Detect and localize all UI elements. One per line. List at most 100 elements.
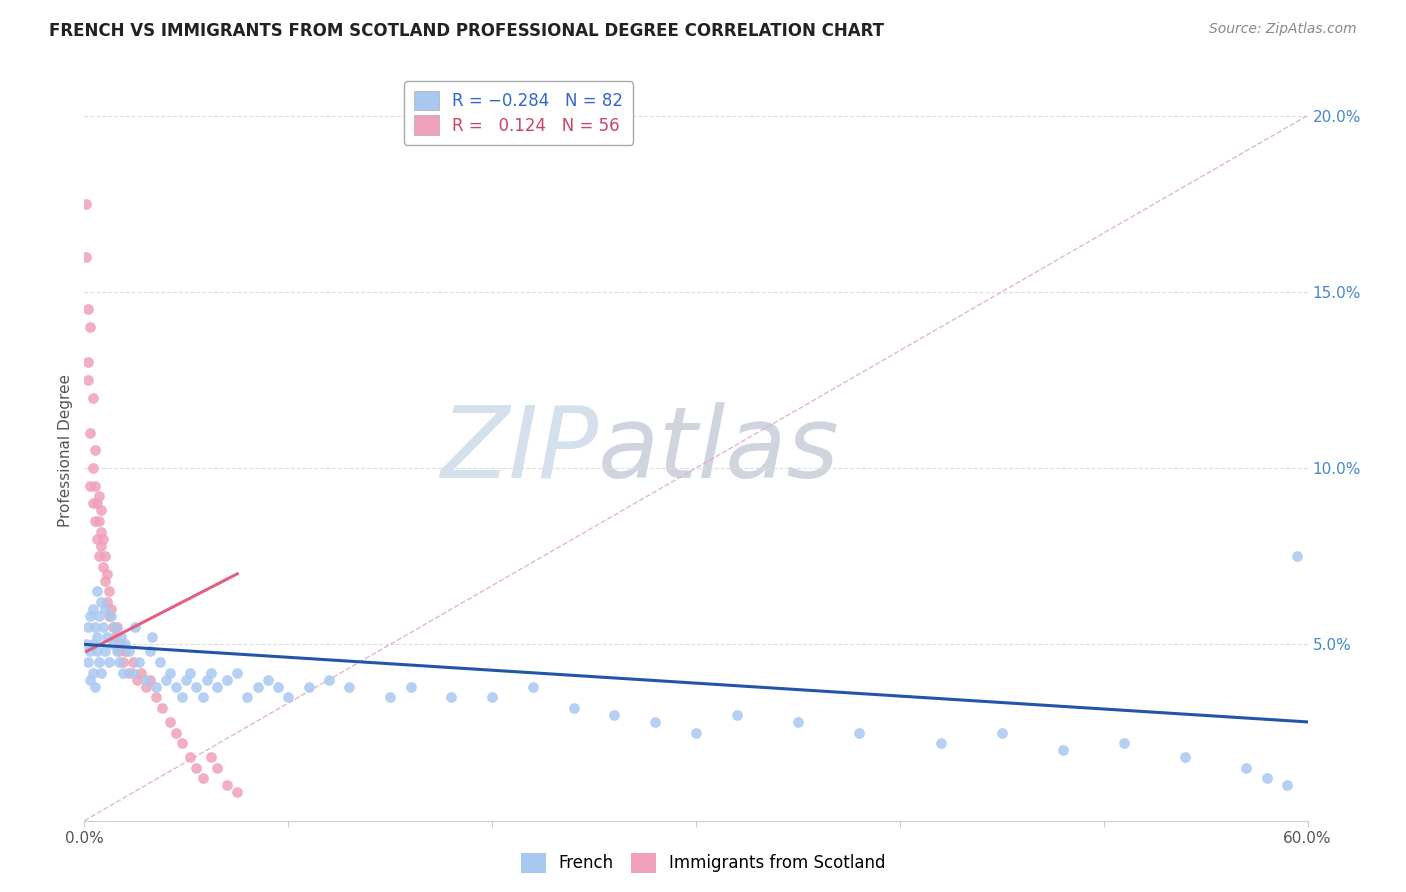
Point xyxy=(191,690,214,705)
Point xyxy=(96,595,118,609)
Point xyxy=(96,630,118,644)
Point xyxy=(100,602,122,616)
Point xyxy=(82,461,104,475)
Point xyxy=(522,680,544,694)
Point xyxy=(685,725,707,739)
Point xyxy=(108,655,131,669)
Point xyxy=(562,701,585,715)
Point xyxy=(1236,761,1258,775)
Point xyxy=(145,690,167,705)
Point xyxy=(165,680,187,694)
Point xyxy=(122,655,145,669)
Point xyxy=(200,750,222,764)
Point xyxy=(93,602,115,616)
Point xyxy=(82,665,104,680)
Point xyxy=(86,584,108,599)
Point xyxy=(174,673,197,687)
Point xyxy=(217,778,239,792)
Point xyxy=(82,602,104,616)
Point xyxy=(82,496,104,510)
Point xyxy=(725,707,748,722)
Point xyxy=(90,665,112,680)
Point xyxy=(77,355,100,369)
Point xyxy=(179,750,201,764)
Point xyxy=(79,425,101,440)
Point xyxy=(90,524,112,539)
Point xyxy=(87,514,110,528)
Point xyxy=(104,620,127,634)
Point xyxy=(93,574,115,588)
Point xyxy=(127,673,149,687)
Point xyxy=(87,655,110,669)
Y-axis label: Professional Degree: Professional Degree xyxy=(58,374,73,527)
Point xyxy=(110,630,132,644)
Point xyxy=(217,673,239,687)
Point xyxy=(165,725,187,739)
Point xyxy=(226,785,249,799)
Point xyxy=(75,250,97,264)
Point xyxy=(141,630,163,644)
Point xyxy=(79,609,101,624)
Legend: French, Immigrants from Scotland: French, Immigrants from Scotland xyxy=(513,847,893,880)
Point xyxy=(298,680,321,694)
Point xyxy=(75,196,97,211)
Point xyxy=(77,620,100,634)
Point xyxy=(787,714,810,729)
Point xyxy=(200,665,222,680)
Text: ZIP: ZIP xyxy=(440,402,598,499)
Point xyxy=(1256,772,1278,786)
Point xyxy=(90,595,112,609)
Point xyxy=(105,644,128,658)
Point xyxy=(440,690,463,705)
Point xyxy=(124,620,146,634)
Point xyxy=(79,673,101,687)
Point xyxy=(97,584,120,599)
Point xyxy=(105,620,128,634)
Point xyxy=(186,761,208,775)
Point xyxy=(87,489,110,503)
Point xyxy=(257,673,280,687)
Point xyxy=(83,514,105,528)
Text: atlas: atlas xyxy=(598,402,839,499)
Point xyxy=(205,680,228,694)
Point xyxy=(86,644,108,658)
Point xyxy=(91,532,114,546)
Point xyxy=(205,761,228,775)
Point xyxy=(77,655,100,669)
Point xyxy=(112,665,135,680)
Point xyxy=(1114,736,1136,750)
Point xyxy=(87,549,110,564)
Point xyxy=(929,736,952,750)
Point xyxy=(101,637,124,651)
Point xyxy=(145,680,167,694)
Point xyxy=(339,680,361,694)
Point xyxy=(135,680,157,694)
Point xyxy=(135,673,157,687)
Point xyxy=(100,609,122,624)
Point xyxy=(128,655,150,669)
Point xyxy=(1277,778,1299,792)
Point xyxy=(172,690,194,705)
Text: Source: ZipAtlas.com: Source: ZipAtlas.com xyxy=(1209,22,1357,37)
Legend: R = −0.284   N = 82, R =   0.124   N = 56: R = −0.284 N = 82, R = 0.124 N = 56 xyxy=(404,81,633,145)
Point xyxy=(118,644,141,658)
Point xyxy=(138,673,160,687)
Point xyxy=(101,620,124,634)
Point xyxy=(108,644,131,658)
Point xyxy=(77,373,100,387)
Point xyxy=(318,673,340,687)
Point xyxy=(195,673,218,687)
Point xyxy=(1174,750,1197,764)
Point xyxy=(79,479,101,493)
Point xyxy=(91,559,114,574)
Point xyxy=(75,637,97,651)
Point xyxy=(83,680,105,694)
Point xyxy=(991,725,1014,739)
Point xyxy=(236,690,259,705)
Point xyxy=(114,644,136,658)
Point xyxy=(1286,549,1309,564)
Point xyxy=(603,707,626,722)
Point xyxy=(83,620,105,634)
Point xyxy=(149,655,172,669)
Point xyxy=(186,680,208,694)
